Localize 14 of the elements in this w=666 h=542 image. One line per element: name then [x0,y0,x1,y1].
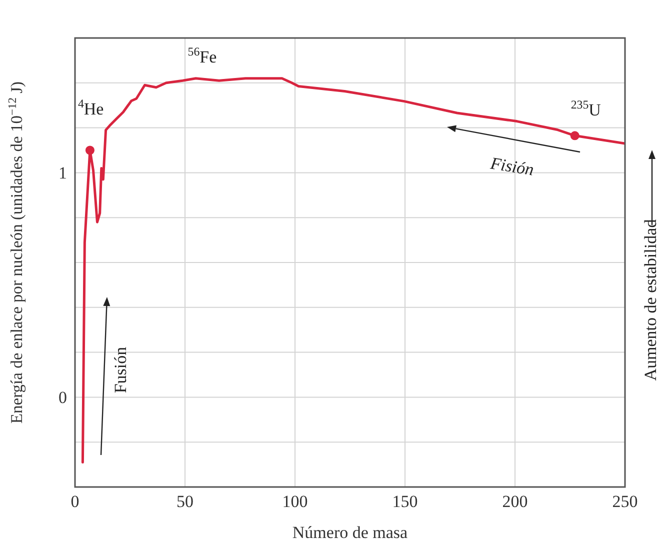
annotation: Fusión [110,346,130,394]
x-tick-label: 0 [70,492,80,512]
annotation: $^{4}$He [78,96,104,118]
annotation: Fisión [488,153,536,180]
x-tick-label: 50 [176,492,194,512]
text: Aumento de estabilidad [640,218,660,381]
annotation: $^{56}$Fe [188,44,217,66]
x-tick-label: 100 [282,492,308,512]
y-tick-label: 1 [58,164,67,183]
x-tick-label: 150 [392,492,418,512]
x-axis-title: Número de masa [292,523,408,542]
x-tick-label: 250 [612,492,638,512]
annotation: $^{235}$U [570,98,601,120]
x-tick-label: 200 [502,492,528,512]
